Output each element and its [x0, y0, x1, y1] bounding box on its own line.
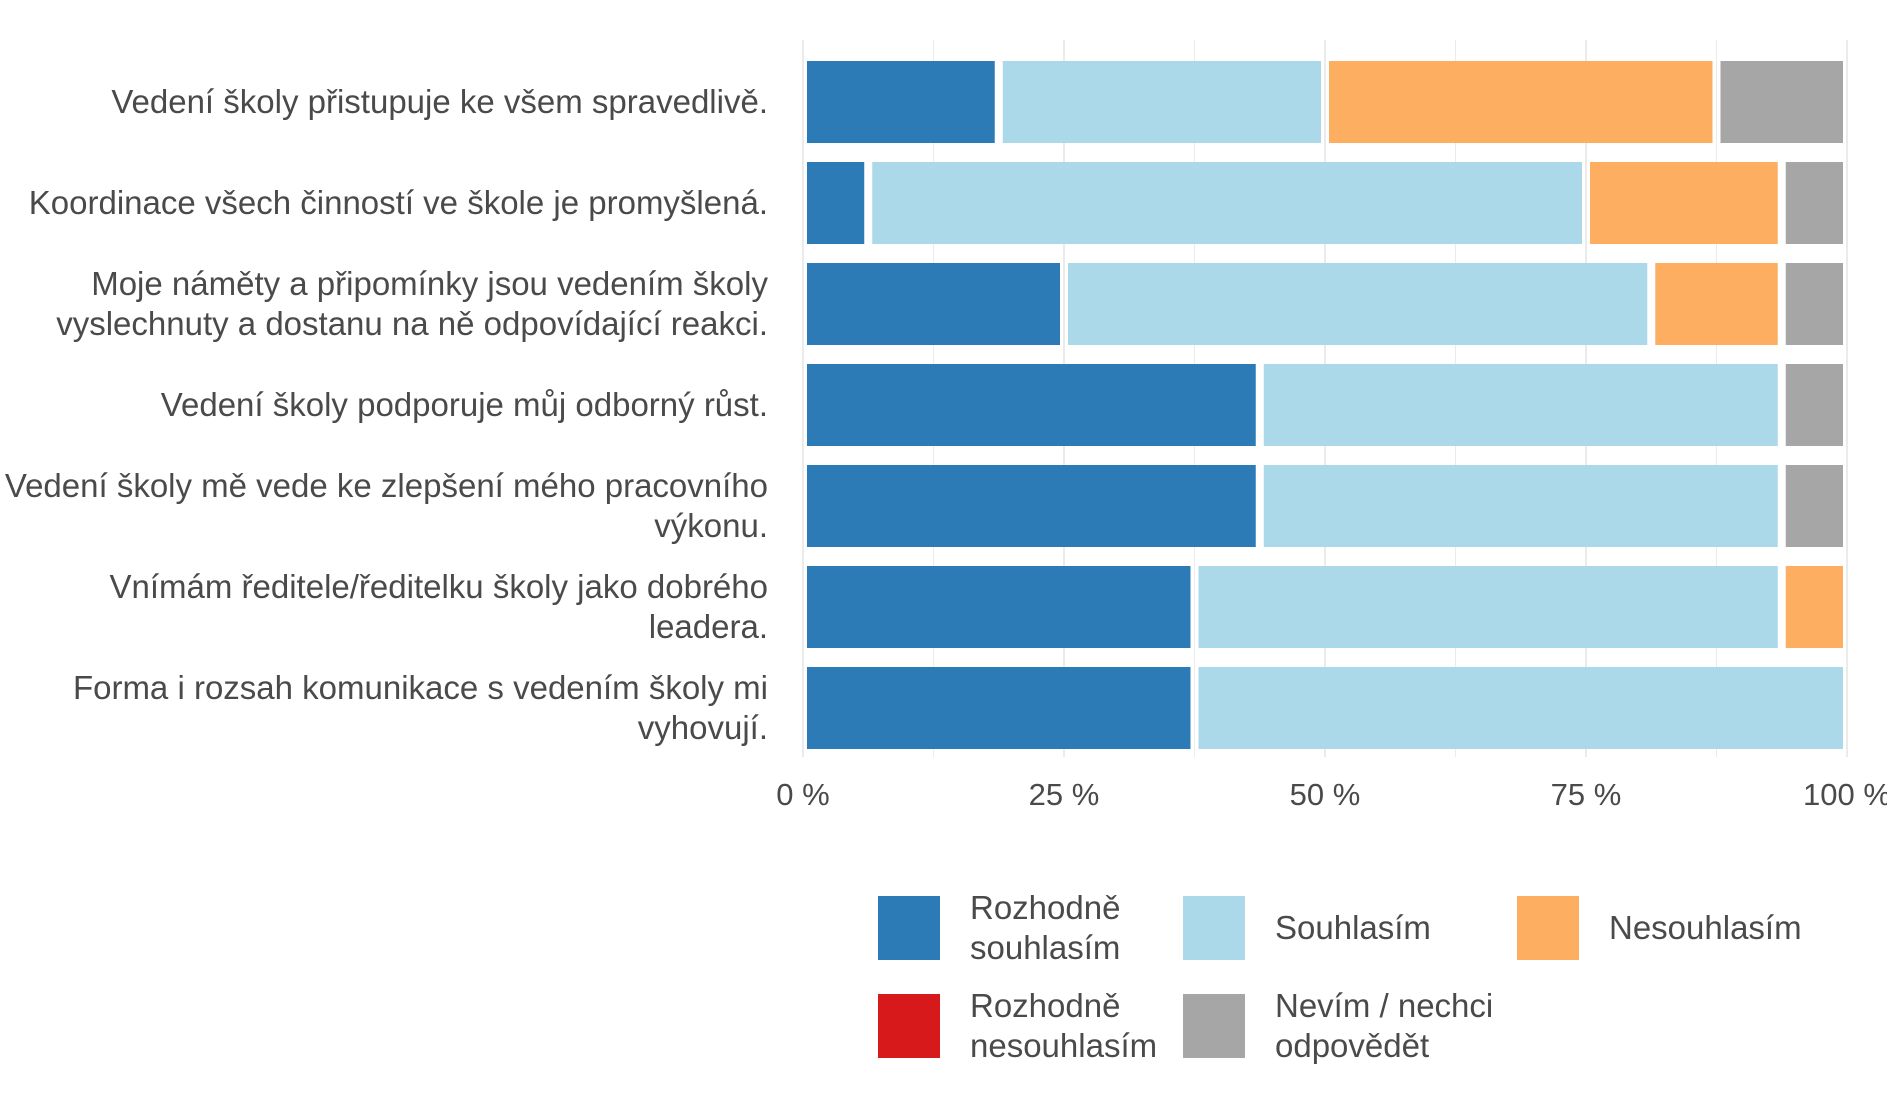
- bar-segment: [1720, 61, 1843, 143]
- bar-segment: [1590, 162, 1778, 244]
- bar-segment: [1263, 465, 1778, 547]
- bar-segment: [807, 667, 1191, 749]
- legend-label-line: odpovědět: [1275, 1027, 1429, 1064]
- bar-segment: [1655, 263, 1778, 345]
- bar-segment: [1785, 566, 1843, 648]
- category-label: Forma i rozsah komunikace s vedením škol…: [73, 669, 768, 746]
- bar-segment: [1263, 364, 1778, 446]
- category-label-line: Vedení školy přistupuje ke všem spravedl…: [111, 83, 768, 120]
- bar-segment: [1002, 61, 1321, 143]
- legend-item: Nevím / nechci odpovědět: [1183, 987, 1493, 1064]
- category-label: Moje náměty a připomínky jsou vedením šk…: [56, 265, 768, 342]
- category-label-line: Vedení školy podporuje můj odborný růst.: [161, 386, 768, 423]
- legend-label: Rozhodně nesouhlasím: [970, 987, 1157, 1064]
- category-label-line: vyslechnuty a dostanu na ně odpovídající…: [56, 305, 768, 342]
- category-label-line: Vedení školy mě vede ke zlepšení mého pr…: [5, 467, 768, 504]
- legend-item: Rozhodně souhlasím: [878, 889, 1120, 966]
- bar-segment: [1198, 667, 1843, 749]
- category-label-line: Koordinace všech činností ve škole je pr…: [29, 184, 768, 221]
- legend-swatch: [1517, 896, 1579, 960]
- legend-label: Souhlasím: [1275, 909, 1431, 946]
- bar-segment: [1785, 465, 1843, 547]
- category-label-line: vyhovují.: [638, 709, 768, 746]
- category-label: Vedení školy mě vede ke zlepšení mého pr…: [5, 467, 768, 544]
- bar-segment: [807, 465, 1256, 547]
- category-label: Vedení školy přistupuje ke všem spravedl…: [111, 83, 768, 120]
- x-tick-label: 0 %: [776, 777, 829, 812]
- legend-label: Nesouhlasím: [1609, 909, 1802, 946]
- legend-swatch: [1183, 896, 1245, 960]
- bars: [807, 61, 1843, 749]
- bar-segment: [1785, 162, 1843, 244]
- legend-label-line: souhlasím: [970, 929, 1120, 966]
- category-label-line: Moje náměty a připomínky jsou vedením šk…: [91, 265, 768, 302]
- category-label-line: leadera.: [649, 608, 768, 645]
- category-label: Vnímám ředitele/ředitelku školy jako dob…: [109, 568, 768, 645]
- category-label: Vedení školy podporuje můj odborný růst.: [161, 386, 768, 423]
- bar-segment: [1198, 566, 1778, 648]
- bar-segment: [807, 263, 1060, 345]
- bar-segment: [1785, 364, 1843, 446]
- x-axis-ticks: 0 % 25 % 50 % 75 % 100 %: [776, 777, 1887, 812]
- legend-item: Souhlasím: [1183, 896, 1431, 960]
- legend-label-line: Rozhodně: [970, 889, 1120, 926]
- legend-swatch: [1183, 994, 1245, 1058]
- category-labels: Vedení školy přistupuje ke všem spravedl…: [5, 83, 769, 746]
- legend-label-line: nesouhlasím: [970, 1027, 1157, 1064]
- x-tick-label: 50 %: [1290, 777, 1361, 812]
- legend-label: Rozhodně souhlasím: [970, 889, 1120, 966]
- x-tick-label: 25 %: [1029, 777, 1100, 812]
- x-tick-label: 75 %: [1551, 777, 1622, 812]
- category-label-line: Vnímám ředitele/ředitelku školy jako dob…: [109, 568, 768, 605]
- bar-segment: [807, 364, 1256, 446]
- legend-item: Rozhodně nesouhlasím: [878, 987, 1157, 1064]
- bar-segment: [807, 162, 865, 244]
- legend-label: Nevím / nechci odpovědět: [1275, 987, 1493, 1064]
- bar-segment: [807, 61, 995, 143]
- legend-swatch: [878, 896, 940, 960]
- bar-segment: [1785, 263, 1843, 345]
- category-label: Koordinace všech činností ve škole je pr…: [29, 184, 768, 221]
- legend-label-line: Rozhodně: [970, 987, 1120, 1024]
- bar-segment: [1068, 263, 1648, 345]
- bar-segment: [872, 162, 1582, 244]
- bar-segment: [1329, 61, 1713, 143]
- legend-item: Nesouhlasím: [1517, 896, 1802, 960]
- category-label-line: výkonu.: [654, 507, 768, 544]
- bar-segment: [807, 566, 1191, 648]
- x-tick-label: 100 %: [1803, 777, 1887, 812]
- legend-label-line: Nevím / nechci: [1275, 987, 1493, 1024]
- legend-label-line: Nesouhlasím: [1609, 909, 1802, 946]
- legend-label-line: Souhlasím: [1275, 909, 1431, 946]
- category-label-line: Forma i rozsah komunikace s vedením škol…: [73, 669, 768, 706]
- legend-swatch: [878, 994, 940, 1058]
